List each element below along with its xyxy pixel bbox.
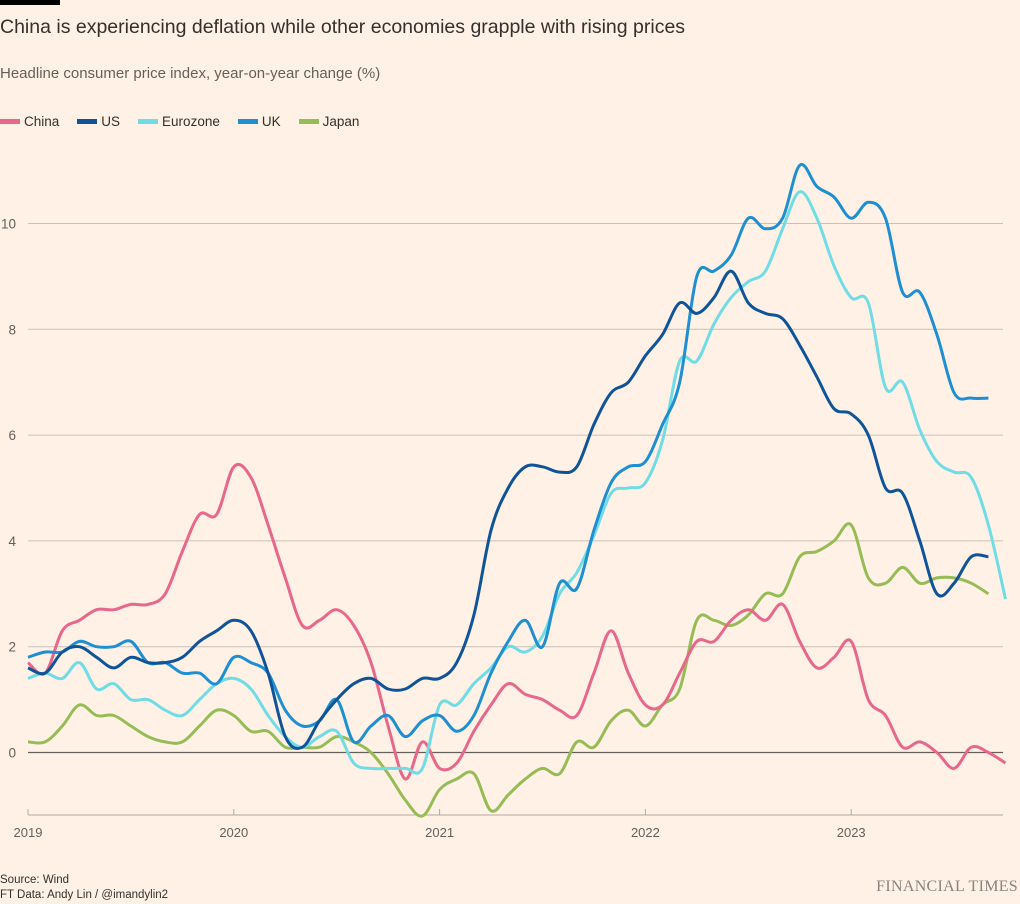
gridlines	[28, 223, 1003, 754]
legend-label-china: China	[24, 114, 60, 129]
legend-item-uk: UK	[237, 114, 281, 129]
legend-item-us: US	[77, 114, 120, 129]
legend-item-japan: Japan	[298, 114, 360, 129]
legend-item-china: China	[0, 114, 59, 129]
y-tick-label: 8	[8, 322, 16, 337]
chart-title: China is experiencing deflation while ot…	[0, 16, 686, 38]
y-tick-label: 2	[8, 640, 16, 655]
x-tick-label: 2019	[14, 825, 43, 840]
legend-swatch-uk	[237, 119, 258, 124]
legend-label-eurozone: Eurozone	[162, 114, 220, 129]
legend-swatch-eurozone	[138, 119, 159, 124]
source-note: Source: Wind	[0, 874, 70, 886]
series-line-japan	[27, 522, 990, 818]
y-axis-ticks: 0 2 4 6 8 10	[1, 217, 17, 761]
legend-label-us: US	[101, 114, 121, 129]
y-tick-label: 6	[8, 428, 16, 443]
chart-subtitle: Headline consumer price index, year-on-y…	[0, 65, 381, 82]
legend-label-japan: Japan	[322, 114, 360, 129]
series-line-us	[27, 269, 989, 750]
ft-brand-logo: FINANCIAL TIMES	[876, 878, 1018, 895]
credit-note: FT Data: Andy Lin / @imandylin2	[0, 889, 169, 901]
legend-label-uk: UK	[261, 114, 281, 129]
x-tick-label: 2022	[631, 825, 660, 840]
x-tick-label: 2021	[425, 825, 454, 840]
series-line-uk	[27, 162, 989, 745]
legend-swatch-us	[77, 119, 98, 124]
y-tick-label: 10	[1, 217, 16, 232]
legend: China US Eurozone UK Japan	[0, 114, 377, 129]
x-tick-label: 2023	[837, 825, 866, 840]
series-line-china	[27, 462, 1007, 781]
legend-swatch-china	[0, 119, 20, 124]
legend-item-eurozone: Eurozone	[138, 114, 220, 129]
ft-top-bar	[0, 0, 60, 5]
series-lines	[27, 162, 1007, 818]
y-tick-label: 4	[8, 534, 16, 549]
x-tick-label: 2020	[219, 825, 248, 840]
series-line-eurozone	[27, 190, 1007, 775]
legend-swatch-japan	[298, 119, 319, 124]
y-tick-label: 0	[8, 746, 16, 761]
x-axis: 2019 2020 2021 2022 2023	[14, 809, 1003, 840]
